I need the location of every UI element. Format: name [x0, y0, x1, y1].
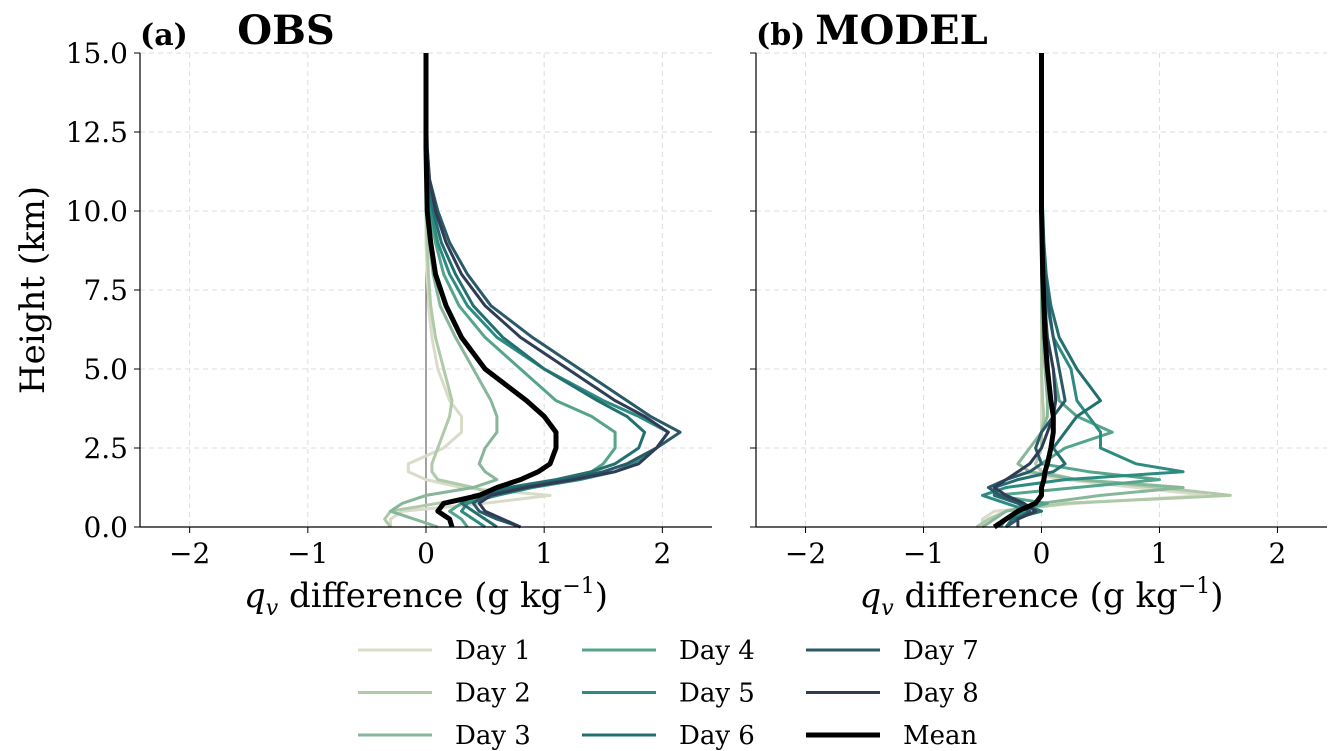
x-label-superscript: −1: [562, 574, 594, 599]
x-tick-label: 2: [1269, 537, 1287, 570]
y-axis-label: Height (km): [13, 186, 53, 394]
x-tick-label: −2: [785, 537, 826, 570]
legend-label: Day 5: [679, 679, 755, 709]
x-label-text: difference (g kg: [278, 576, 562, 616]
panel-title: MODEL: [815, 7, 987, 54]
y-tick-label: 10.0: [66, 195, 128, 228]
series-line: [424, 52, 670, 529]
x-axis-label: qv difference (g kg−1): [859, 574, 1223, 621]
legend-label: Mean: [903, 721, 978, 751]
x-tick-label: −2: [169, 537, 210, 570]
legend-label: Day 7: [903, 636, 979, 666]
legend-label: Day 4: [679, 636, 755, 666]
y-tick-label: 12.5: [66, 116, 128, 149]
panel-label: (a): [140, 18, 188, 53]
x-label-text: difference (g kg: [894, 576, 1178, 616]
series-line: [424, 53, 617, 528]
y-tick-label: 15.0: [66, 37, 128, 70]
x-tick-label: 1: [1151, 537, 1169, 570]
x-label-subscript: v: [881, 596, 894, 621]
series-line: [423, 53, 559, 528]
x-label-subscript: v: [266, 596, 279, 621]
y-tick-label: 2.5: [83, 432, 128, 465]
panel-title: OBS: [237, 7, 335, 54]
x-tick-label: −1: [287, 537, 328, 570]
legend-label: Day 6: [679, 721, 755, 751]
legend-label: Day 1: [455, 636, 531, 666]
x-tick-label: 0: [417, 537, 435, 570]
x-tick-label: −1: [903, 537, 944, 570]
series-line: [424, 52, 682, 529]
series-line: [992, 53, 1056, 530]
legend-label: Day 2: [455, 679, 531, 709]
y-tick-label: 5.0: [83, 353, 128, 386]
x-tick-label: 1: [535, 537, 553, 570]
legend-label: Day 8: [903, 679, 979, 709]
x-label-symbol: q: [244, 576, 266, 616]
x-label-close: ): [1210, 576, 1223, 616]
y-tick-label: 7.5: [83, 274, 128, 307]
x-label-symbol: q: [859, 576, 881, 616]
x-axis-label: qv difference (g kg−1): [244, 574, 608, 621]
series-line: [424, 53, 670, 529]
x-label-superscript: −1: [1178, 574, 1210, 599]
panel-label: (b): [756, 18, 805, 53]
x-tick-label: 2: [653, 537, 671, 570]
x-tick-label: 0: [1033, 537, 1051, 570]
legend-label: Day 3: [455, 721, 531, 751]
x-label-close: ): [595, 576, 608, 616]
y-tick-label: 0.0: [83, 511, 128, 544]
